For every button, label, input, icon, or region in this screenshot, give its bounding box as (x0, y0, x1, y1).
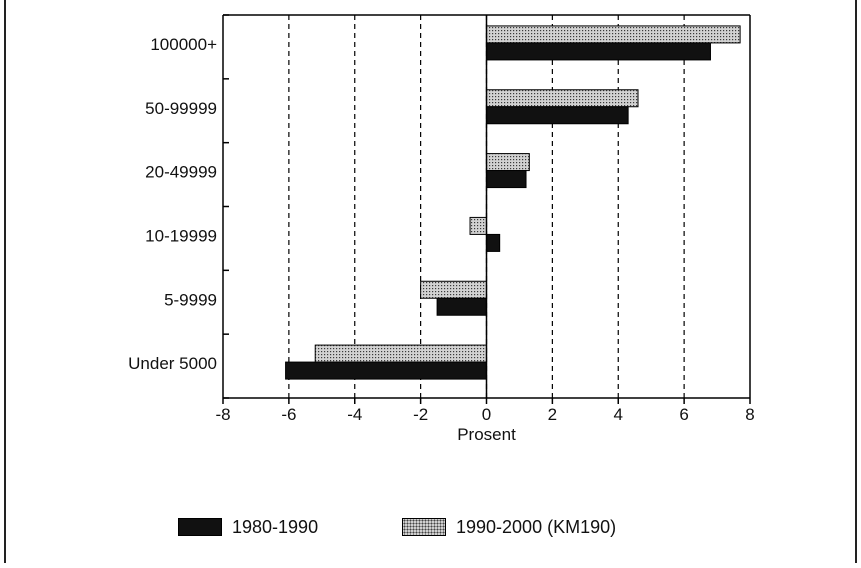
x-tick-label: 2 (548, 405, 557, 424)
x-tick-label: -4 (347, 405, 362, 424)
legend-item-1990-2000: 1990-2000 (KM190) (402, 515, 616, 539)
x-tick-label: -8 (215, 405, 230, 424)
bar-1990-2000 (469, 216, 487, 235)
x-tick-label: -6 (281, 405, 296, 424)
bar-1990-2000 (486, 153, 530, 172)
axes (222, 14, 751, 404)
legend-label-1990-2000: 1990-2000 (KM190) (456, 516, 617, 537)
bar-1980-1990 (486, 106, 629, 125)
legend-label-1980-1990: 1980-1990 (232, 516, 319, 537)
x-tick-label: 8 (745, 405, 754, 424)
category-label: 20-49999 (145, 163, 217, 182)
bars (285, 25, 741, 380)
bar-1980-1990 (486, 42, 711, 61)
legend: 1980-1990 1990-2000 (KM190) (0, 515, 861, 539)
x-tick-label: 0 (482, 405, 491, 424)
legend-swatch-dotted (402, 518, 446, 536)
bar-1980-1990 (486, 233, 501, 252)
category-label: 100000+ (150, 35, 217, 54)
x-tick-label: -2 (413, 405, 428, 424)
x-axis-label: Prosent (457, 425, 516, 444)
x-tick-label: 4 (614, 405, 623, 424)
bar-1980-1990 (486, 170, 527, 189)
legend-swatch-solid (178, 518, 222, 536)
category-label: 5-9999 (164, 290, 217, 309)
category-label: 10-19999 (145, 226, 217, 245)
legend-item-1980-1990: 1980-1990 (178, 515, 318, 539)
category-label: Under 5000 (128, 354, 217, 373)
bar-1980-1990 (436, 297, 487, 316)
bar-1990-2000 (420, 280, 487, 299)
bar-1990-2000 (486, 89, 639, 108)
bar-1980-1990 (285, 361, 487, 380)
x-tick-label: 6 (679, 405, 688, 424)
labels: 100000+ 50-99999 20-49999 10-19999 5-9999 Und… (128, 35, 755, 444)
bar-1990-2000 (486, 25, 741, 44)
category-label: 50-99999 (145, 99, 217, 118)
bar-1990-2000 (314, 344, 487, 363)
